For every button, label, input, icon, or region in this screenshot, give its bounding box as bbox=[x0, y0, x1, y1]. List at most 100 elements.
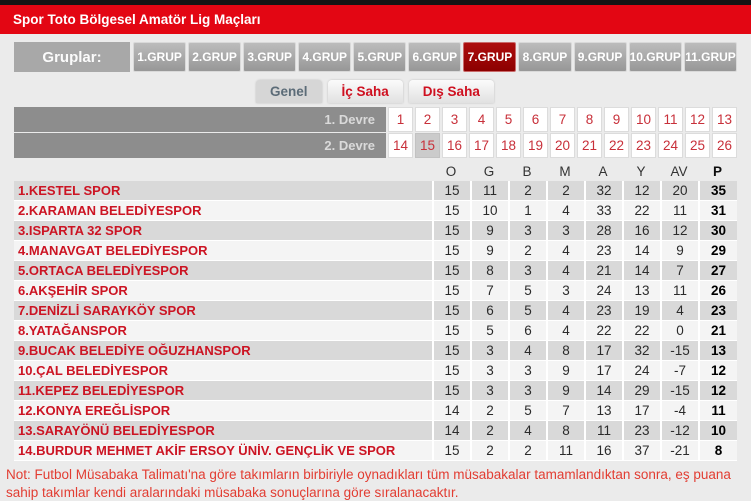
week-cell-20[interactable]: 20 bbox=[550, 133, 575, 158]
header-cell-g: G bbox=[483, 163, 495, 179]
team-name-link[interactable]: 9.BUCAK BELEDİYE OĞUZHANSPOR bbox=[14, 341, 432, 361]
week-cell-2[interactable]: 2 bbox=[415, 107, 440, 132]
group-tab-1-grup[interactable]: 1.GRUP bbox=[133, 42, 187, 72]
weeks-second: 14 15 16 17 18 19 20 21 22 23 24 25 26 bbox=[388, 133, 737, 158]
week-cell-26[interactable]: 26 bbox=[712, 133, 737, 158]
table-row: 1.KESTEL SPOR 15 11 2 2 32 12 20 35 bbox=[14, 181, 737, 201]
week-cell-14[interactable]: 14 bbox=[388, 133, 413, 158]
page-title-bar: Spor Toto Bölgesel Amatör Lig Maçları bbox=[0, 5, 751, 34]
stat-cell-p: 21 bbox=[698, 321, 737, 341]
week-cell-25[interactable]: 25 bbox=[685, 133, 710, 158]
stat-cell-p: 10 bbox=[698, 421, 737, 441]
team-name-link[interactable]: 3.ISPARTA 32 SPOR bbox=[14, 221, 432, 241]
stat-cell-av: -12 bbox=[660, 421, 698, 441]
week-cell-1[interactable]: 1 bbox=[388, 107, 413, 132]
week-cell-15[interactable]: 15 bbox=[415, 133, 440, 158]
tab-dis-saha[interactable]: Dış Saha bbox=[408, 80, 494, 103]
group-tab-9-grup[interactable]: 9.GRUP bbox=[573, 42, 627, 72]
stat-cell-b: 5 bbox=[508, 281, 546, 301]
page-title: Spor Toto Bölgesel Amatör Lig Maçları bbox=[13, 12, 261, 27]
group-tab-11-grup[interactable]: 11.GRUP bbox=[683, 42, 737, 72]
stat-cell-a: 21 bbox=[584, 261, 622, 281]
team-name-link[interactable]: 13.SARAYÖNÜ BELEDİYESPOR bbox=[14, 421, 432, 441]
stat-cell-m: 9 bbox=[546, 361, 584, 381]
stat-cell-m: 7 bbox=[546, 401, 584, 421]
team-name-link[interactable]: 14.BURDUR MEHMET AKİF ERSOY ÜNİV. GENÇLİ… bbox=[14, 441, 432, 461]
team-name-link[interactable]: 5.ORTACA BELEDİYESPOR bbox=[14, 261, 432, 281]
table-row: 6.AKŞEHİR SPOR 15 7 5 3 24 13 11 26 bbox=[14, 281, 737, 301]
week-cell-21[interactable]: 21 bbox=[577, 133, 602, 158]
team-name-link[interactable]: 1.KESTEL SPOR bbox=[14, 181, 432, 201]
group-tab-7-grup[interactable]: 7.GRUP bbox=[463, 42, 517, 72]
week-cell-22[interactable]: 22 bbox=[604, 133, 629, 158]
stat-cell-y: 19 bbox=[622, 301, 660, 321]
stat-cell-y: 22 bbox=[622, 321, 660, 341]
stat-cell-o: 15 bbox=[432, 281, 470, 301]
stat-cell-m: 4 bbox=[546, 301, 584, 321]
group-tab-6-grup[interactable]: 6.GRUP bbox=[408, 42, 462, 72]
tab-genel[interactable]: Genel bbox=[256, 80, 322, 103]
stat-cell-a: 17 bbox=[584, 341, 622, 361]
tab-ic-saha[interactable]: İç Saha bbox=[327, 80, 403, 103]
team-name-link[interactable]: 4.MANAVGAT BELEDİYESPOR bbox=[14, 241, 432, 261]
stat-cell-y: 37 bbox=[622, 441, 660, 461]
week-cell-19[interactable]: 19 bbox=[523, 133, 548, 158]
stat-cell-a: 22 bbox=[584, 321, 622, 341]
table-row: 13.SARAYÖNÜ BELEDİYESPOR 14 2 4 8 11 23 -12 10 bbox=[14, 421, 737, 441]
stat-cell-b: 3 bbox=[508, 221, 546, 241]
week-cell-16[interactable]: 16 bbox=[442, 133, 467, 158]
group-tab-3-grup[interactable]: 3.GRUP bbox=[243, 42, 297, 72]
stat-cell-av: 12 bbox=[660, 221, 698, 241]
stat-cell-av: -21 bbox=[660, 441, 698, 461]
stat-cell-p: 23 bbox=[698, 301, 737, 321]
week-cell-18[interactable]: 18 bbox=[496, 133, 521, 158]
week-cell-17[interactable]: 17 bbox=[469, 133, 494, 158]
stat-cell-o: 15 bbox=[432, 361, 470, 381]
week-cell-4[interactable]: 4 bbox=[469, 107, 494, 132]
stat-cell-av: 4 bbox=[660, 301, 698, 321]
week-cell-7[interactable]: 7 bbox=[550, 107, 575, 132]
week-cell-23[interactable]: 23 bbox=[631, 133, 656, 158]
group-tab-2-grup[interactable]: 2.GRUP bbox=[188, 42, 242, 72]
week-cell-13[interactable]: 13 bbox=[712, 107, 737, 132]
group-tab-10-grup[interactable]: 10.GRUP bbox=[628, 42, 682, 72]
team-name-link[interactable]: 8.YATAĞANSPOR bbox=[14, 321, 432, 341]
round-label-first: 1. Devre bbox=[14, 107, 386, 132]
team-name-link[interactable]: 6.AKŞEHİR SPOR bbox=[14, 281, 432, 301]
group-tab-5-grup[interactable]: 5.GRUP bbox=[353, 42, 407, 72]
team-name-link[interactable]: 12.KONYA EREĞLİSPOR bbox=[14, 401, 432, 421]
stat-cell-m: 3 bbox=[546, 221, 584, 241]
stat-cell-p: 12 bbox=[698, 361, 737, 381]
week-cell-10[interactable]: 10 bbox=[631, 107, 656, 132]
week-cell-6[interactable]: 6 bbox=[523, 107, 548, 132]
stat-cell-o: 15 bbox=[432, 441, 470, 461]
stat-cell-b: 4 bbox=[508, 421, 546, 441]
stat-cell-o: 15 bbox=[432, 381, 470, 401]
group-tab-4-grup[interactable]: 4.GRUP bbox=[298, 42, 352, 72]
stat-cell-o: 15 bbox=[432, 321, 470, 341]
week-cell-11[interactable]: 11 bbox=[658, 107, 683, 132]
stat-cell-a: 24 bbox=[584, 281, 622, 301]
stat-cell-g: 8 bbox=[470, 261, 508, 281]
team-name-link[interactable]: 10.ÇAL BELEDİYESPOR bbox=[14, 361, 432, 381]
team-name-link[interactable]: 2.KARAMAN BELEDİYESPOR bbox=[14, 201, 432, 221]
stat-cell-o: 14 bbox=[432, 401, 470, 421]
week-cell-12[interactable]: 12 bbox=[685, 107, 710, 132]
stat-cell-av: 11 bbox=[660, 281, 698, 301]
team-name-link[interactable]: 7.DENİZLİ SARAYKÖY SPOR bbox=[14, 301, 432, 321]
stat-cell-y: 32 bbox=[622, 341, 660, 361]
stat-cell-av: 11 bbox=[660, 201, 698, 221]
stat-cell-y: 24 bbox=[622, 361, 660, 381]
group-tab-8-grup[interactable]: 8.GRUP bbox=[518, 42, 572, 72]
stat-cell-p: 11 bbox=[698, 401, 737, 421]
team-name-link[interactable]: 11.KEPEZ BELEDİYESPOR bbox=[14, 381, 432, 401]
week-cell-3[interactable]: 3 bbox=[442, 107, 467, 132]
week-cell-8[interactable]: 8 bbox=[577, 107, 602, 132]
stat-cell-a: 13 bbox=[584, 401, 622, 421]
week-cell-24[interactable]: 24 bbox=[658, 133, 683, 158]
week-cell-5[interactable]: 5 bbox=[496, 107, 521, 132]
week-cell-9[interactable]: 9 bbox=[604, 107, 629, 132]
stat-cell-g: 9 bbox=[470, 221, 508, 241]
stat-cell-b: 6 bbox=[508, 321, 546, 341]
round-row-first: 1. Devre 1 2 3 4 5 6 7 8 9 10 11 12 13 bbox=[14, 107, 737, 132]
